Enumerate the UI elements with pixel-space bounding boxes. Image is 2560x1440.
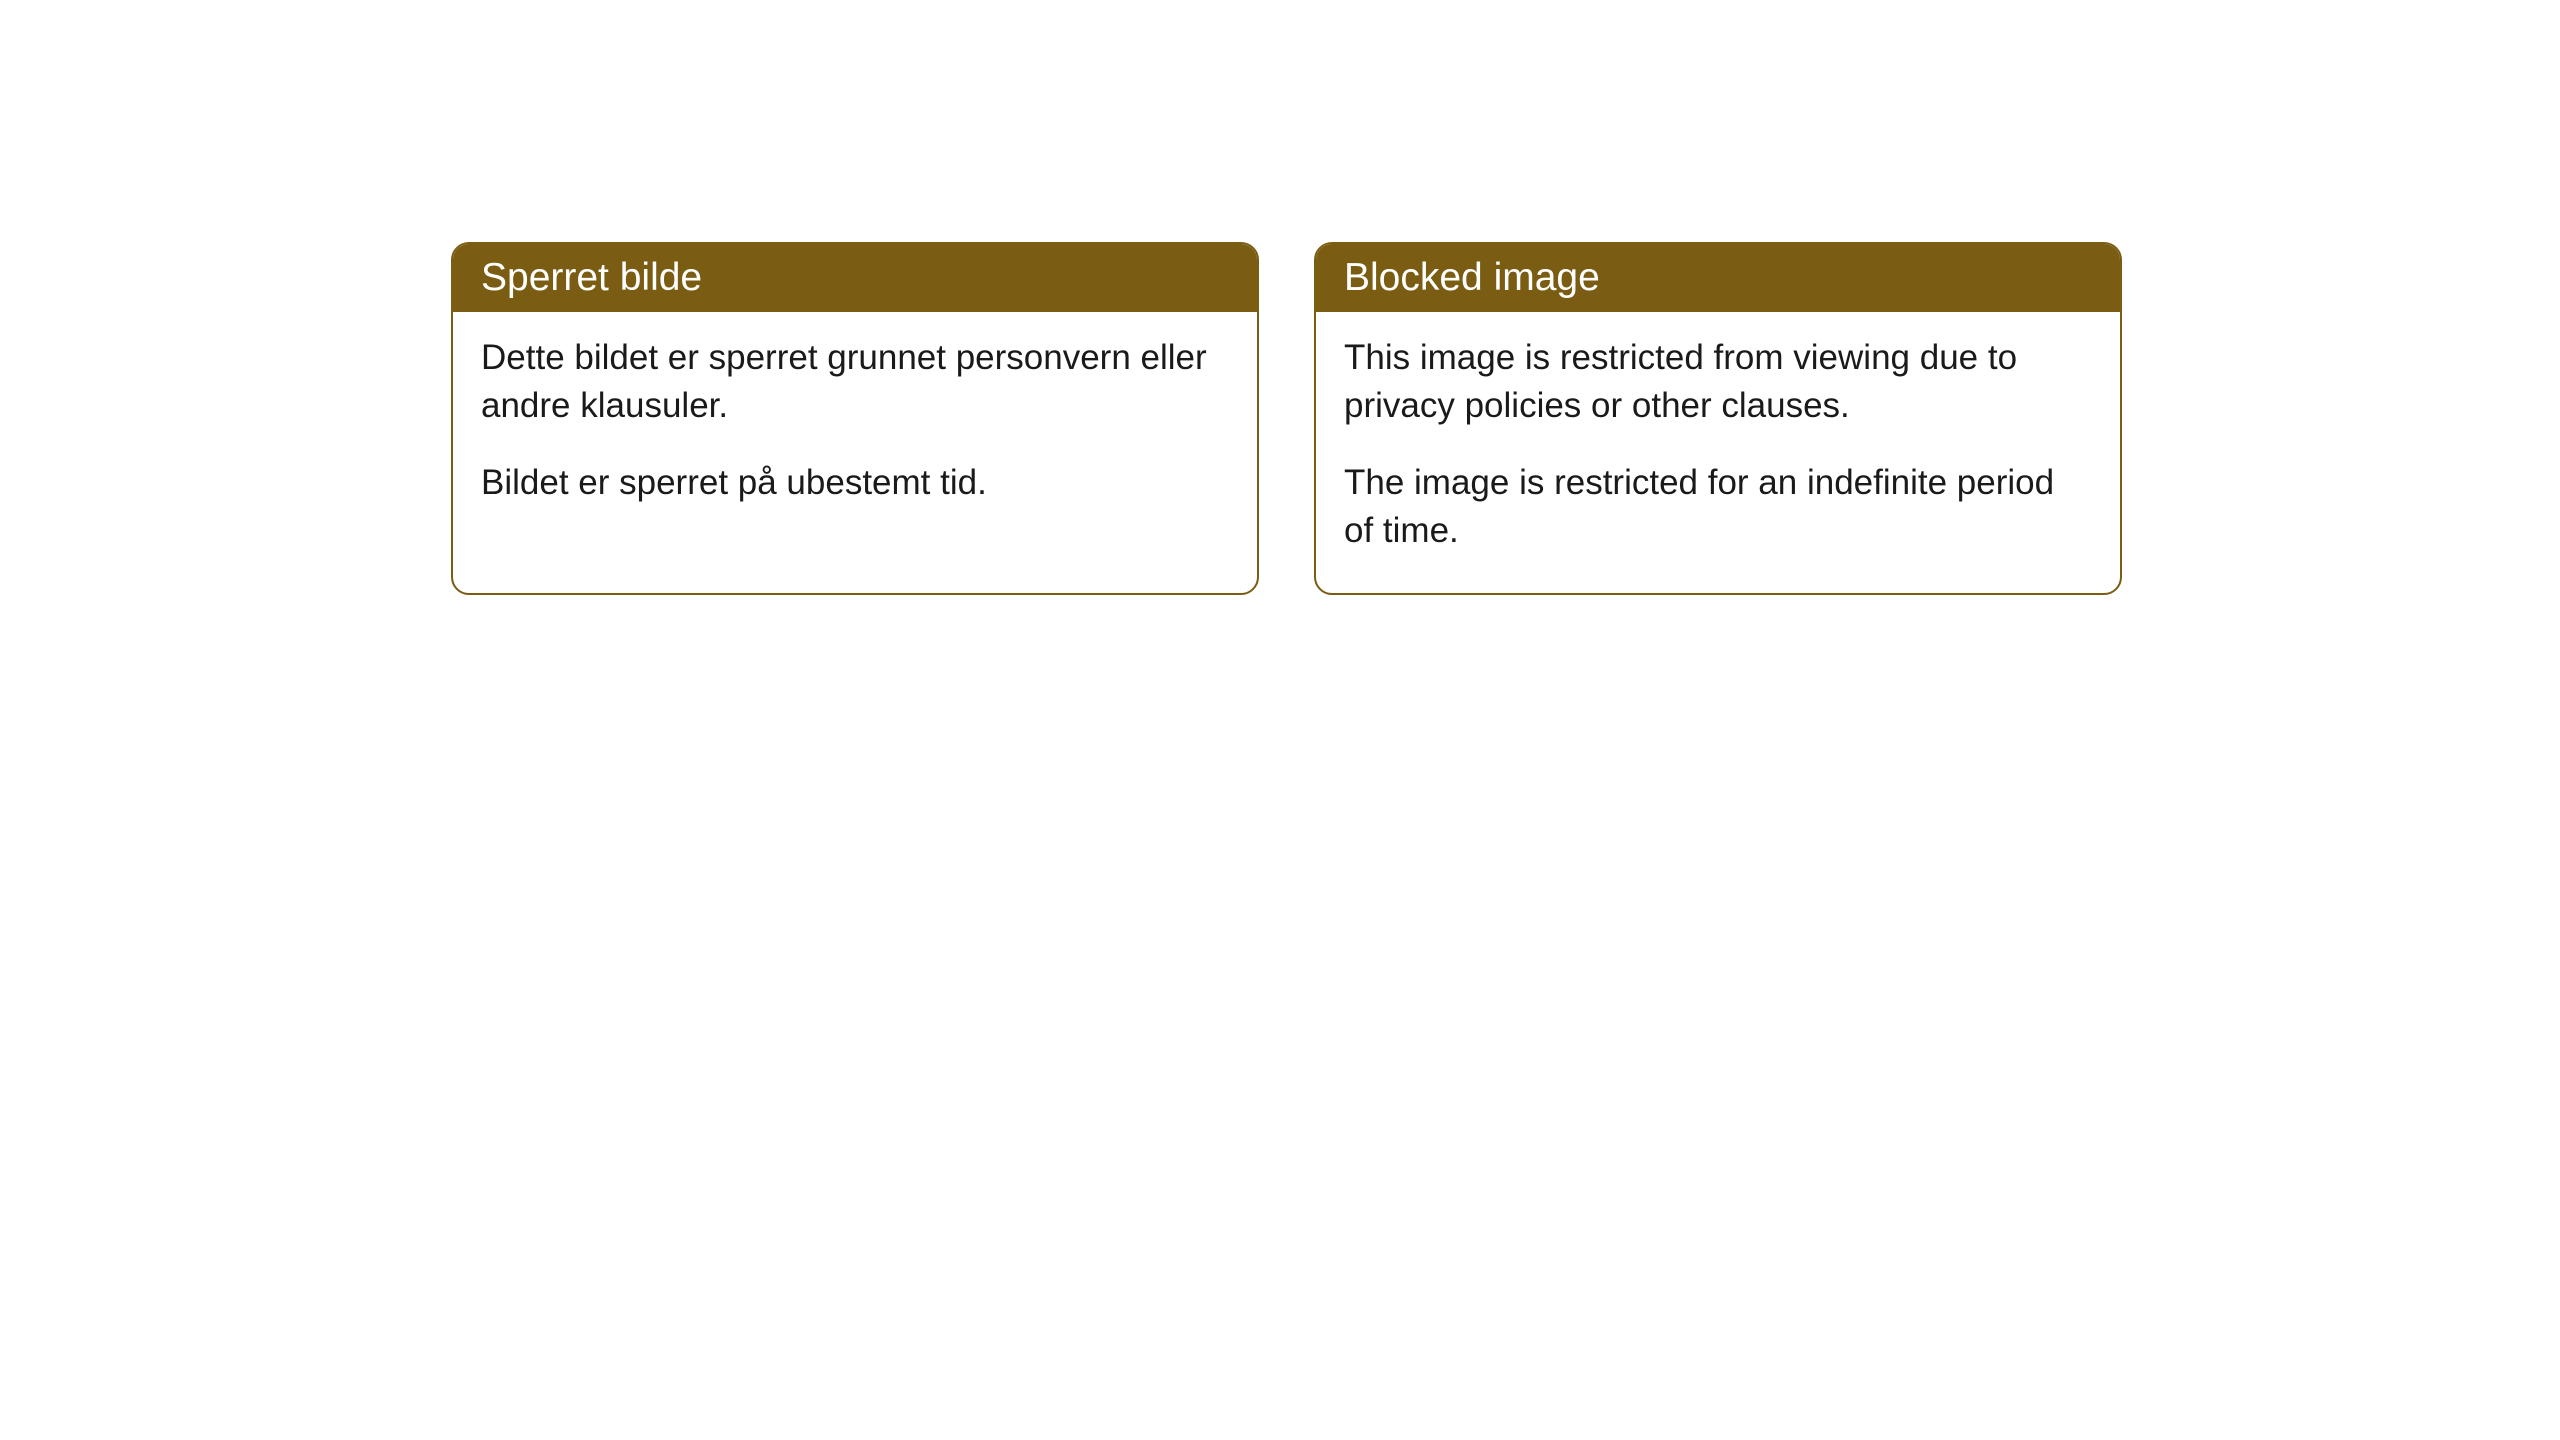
card-paragraph-2-norwegian: Bildet er sperret på ubestemt tid. [481,459,1229,507]
card-title-english: Blocked image [1344,256,1600,299]
card-paragraph-2-english: The image is restricted for an indefinit… [1344,459,2092,556]
card-header-norwegian: Sperret bilde [453,244,1257,312]
card-header-english: Blocked image [1316,244,2120,312]
cards-container: Sperret bilde Dette bildet er sperret gr… [451,242,2122,595]
blocked-image-card-norwegian: Sperret bilde Dette bildet er sperret gr… [451,242,1259,595]
blocked-image-card-english: Blocked image This image is restricted f… [1314,242,2122,595]
card-body-norwegian: Dette bildet er sperret grunnet personve… [453,312,1257,545]
card-paragraph-1-norwegian: Dette bildet er sperret grunnet personve… [481,334,1229,431]
card-paragraph-1-english: This image is restricted from viewing du… [1344,334,2092,431]
card-title-norwegian: Sperret bilde [481,256,702,299]
card-body-english: This image is restricted from viewing du… [1316,312,2120,593]
